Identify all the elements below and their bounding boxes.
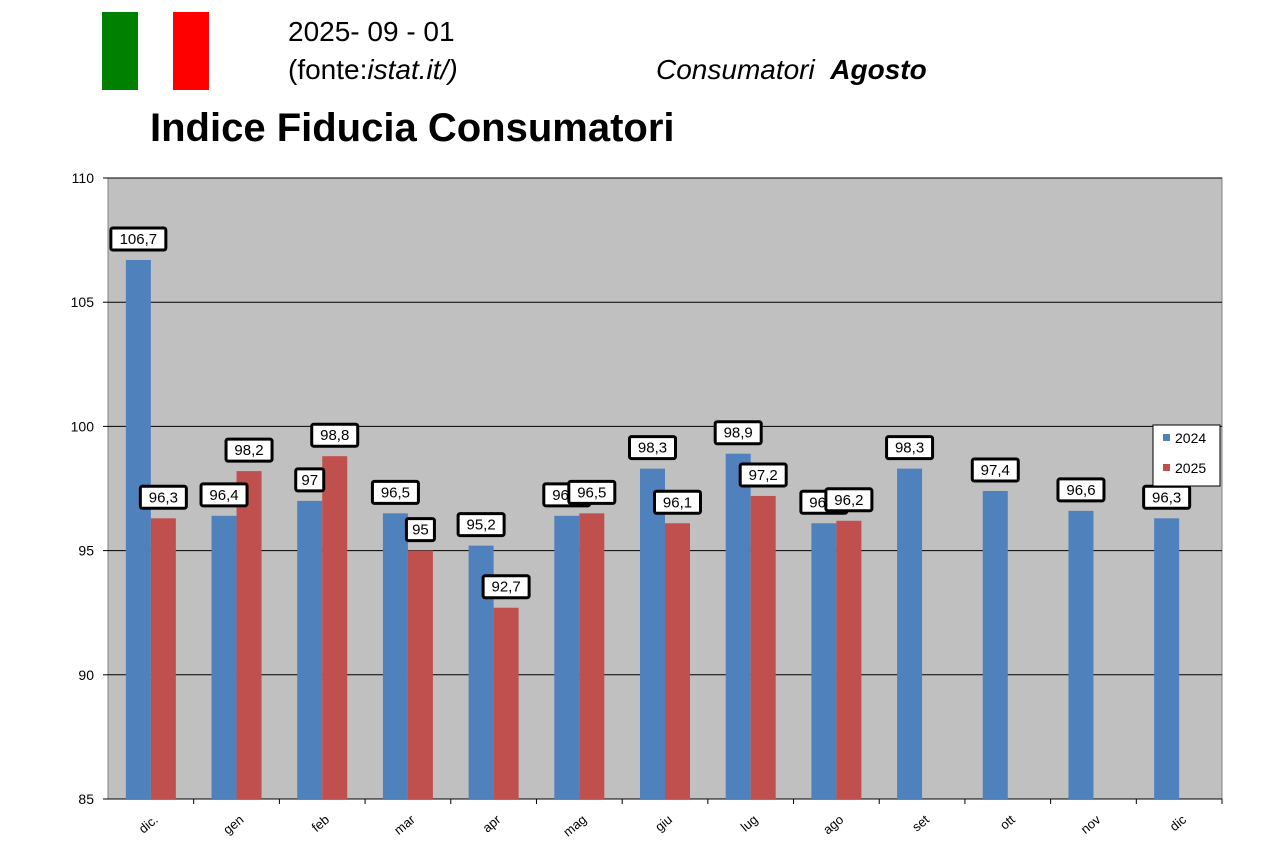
data-label: 97,2 bbox=[749, 467, 778, 484]
x-tick-label: giu bbox=[652, 812, 675, 835]
bar-2024 bbox=[211, 515, 237, 799]
source: (fonte:istat.it/) bbox=[288, 54, 458, 86]
x-tick-label: mag bbox=[560, 812, 589, 840]
y-tick-label: 85 bbox=[78, 791, 94, 807]
data-label-box bbox=[138, 484, 188, 510]
x-tick-label: set bbox=[909, 812, 932, 835]
data-label: 96,3 bbox=[149, 489, 178, 506]
source-site: istat.it/ bbox=[367, 54, 449, 85]
bar-2025 bbox=[322, 456, 348, 799]
data-label-box bbox=[567, 479, 617, 505]
y-tick-label: 100 bbox=[71, 418, 95, 434]
x-tick-label: ago bbox=[820, 812, 846, 837]
x-tick-label: ott bbox=[997, 812, 1018, 833]
data-label: 97,4 bbox=[981, 462, 1010, 479]
x-tick-label: lug bbox=[738, 812, 761, 835]
legend-swatch-2025 bbox=[1163, 464, 1170, 471]
data-label-box bbox=[370, 479, 420, 505]
date: 2025- 09 - 01 bbox=[288, 16, 455, 47]
data-label: 96,5 bbox=[577, 484, 606, 501]
data-label-box bbox=[199, 482, 249, 508]
data-label-box bbox=[970, 457, 1020, 483]
bar-2024 bbox=[725, 453, 751, 799]
subtitle: Consumatori Agosto bbox=[656, 54, 927, 86]
x-tick-label: nov bbox=[1078, 811, 1104, 836]
data-label: 98,2 bbox=[234, 442, 263, 459]
x-tick-label: dic bbox=[1167, 811, 1190, 833]
data-label-box bbox=[738, 462, 788, 488]
data-label: 106,7 bbox=[120, 231, 158, 248]
bar-2025 bbox=[407, 550, 433, 799]
data-label: 96,4 bbox=[209, 487, 238, 504]
data-label: 98,8 bbox=[320, 427, 349, 444]
data-label-box bbox=[404, 517, 436, 543]
legend-label: 2024 bbox=[1175, 430, 1206, 446]
y-tick-label: 105 bbox=[71, 294, 95, 310]
data-label: 96,3 bbox=[1152, 489, 1181, 506]
bar-2024 bbox=[125, 259, 151, 799]
bar-2024 bbox=[897, 468, 923, 799]
bar-2025 bbox=[579, 513, 605, 799]
legend-label: 2025 bbox=[1175, 460, 1206, 476]
source-suffix: ) bbox=[448, 54, 458, 85]
legend-box bbox=[1152, 424, 1221, 487]
data-label-box bbox=[824, 487, 874, 513]
data-label-box bbox=[628, 435, 677, 461]
bar-2024 bbox=[1154, 518, 1180, 799]
data-label-box bbox=[294, 467, 326, 493]
data-label: 92,7 bbox=[492, 579, 521, 596]
data-label-box bbox=[456, 512, 506, 538]
data-label-box bbox=[224, 437, 274, 463]
data-label: 95,2 bbox=[467, 517, 496, 534]
data-label-box bbox=[713, 420, 763, 446]
bar-2025 bbox=[665, 523, 690, 799]
data-label: 96,2 bbox=[834, 492, 863, 509]
x-tick-label: apr bbox=[480, 811, 505, 835]
legend-swatch-2024 bbox=[1163, 434, 1170, 441]
data-label-box bbox=[481, 574, 531, 600]
y-tick-label: 95 bbox=[78, 543, 94, 559]
data-label: 98,9 bbox=[724, 425, 753, 442]
data-label-box bbox=[310, 422, 360, 448]
bar-2024 bbox=[297, 500, 323, 799]
subtitle-category: Consumatori bbox=[656, 54, 815, 85]
bar-2024 bbox=[640, 468, 665, 799]
bar-2025 bbox=[750, 495, 776, 799]
data-label-box bbox=[109, 226, 168, 252]
bar-2025 bbox=[236, 471, 262, 799]
data-label: 97 bbox=[301, 472, 318, 489]
data-label: 98,3 bbox=[638, 440, 667, 457]
data-label-box bbox=[1056, 477, 1106, 503]
x-tick-label: feb bbox=[309, 812, 332, 835]
bar-2025 bbox=[150, 518, 176, 799]
bar-2024 bbox=[811, 523, 837, 799]
subtitle-month: Agosto bbox=[830, 54, 927, 85]
y-tick-label: 90 bbox=[78, 667, 94, 683]
bar-2025 bbox=[836, 520, 862, 799]
bar-2024 bbox=[1068, 510, 1094, 799]
y-tick-label: 110 bbox=[72, 170, 95, 186]
data-label-box bbox=[653, 489, 702, 515]
bar-2024 bbox=[382, 513, 408, 799]
x-tick-label: gen bbox=[220, 812, 246, 837]
source-prefix: (fonte: bbox=[288, 54, 368, 85]
data-label: 98,3 bbox=[895, 440, 924, 457]
bar-2024 bbox=[982, 490, 1008, 799]
bar-2024 bbox=[554, 515, 580, 799]
data-label: 95 bbox=[412, 522, 429, 539]
chart-title: Indice Fiducia Consumatori bbox=[150, 106, 675, 150]
bar-2025 bbox=[493, 607, 519, 799]
x-tick-label: mar bbox=[391, 811, 418, 837]
data-label: 96,5 bbox=[381, 484, 410, 501]
data-label-box bbox=[885, 435, 935, 461]
data-label: 96,6 bbox=[1066, 482, 1095, 499]
flag-green-stripe bbox=[102, 12, 138, 90]
x-tick-label: dic. bbox=[136, 812, 161, 836]
flag-red-stripe bbox=[173, 12, 209, 90]
data-label: 96,1 bbox=[663, 494, 692, 511]
